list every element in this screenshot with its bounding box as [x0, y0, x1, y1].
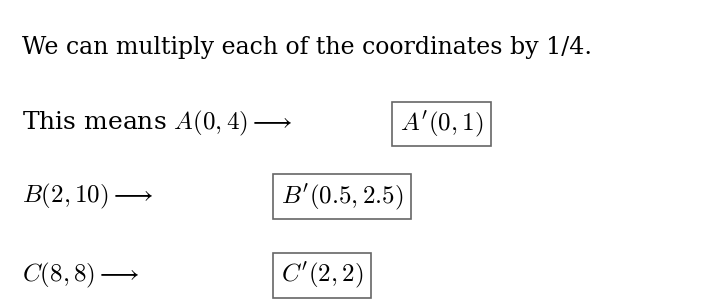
Text: $B'(0.5, 2.5)$: $B'(0.5, 2.5)$: [281, 182, 403, 212]
Text: This means $A(0, 4) \longrightarrow$: This means $A(0, 4) \longrightarrow$: [22, 109, 292, 138]
Text: We can multiply each of the coordinates by 1/4.: We can multiply each of the coordinates …: [22, 36, 592, 59]
Text: $C'(2, 2)$: $C'(2, 2)$: [281, 261, 364, 291]
Text: $B(2, 10) \longrightarrow$: $B(2, 10) \longrightarrow$: [22, 182, 153, 211]
Text: $C(8, 8) \longrightarrow$: $C(8, 8) \longrightarrow$: [22, 261, 140, 290]
Text: $A'(0, 1)$: $A'(0, 1)$: [400, 109, 483, 139]
